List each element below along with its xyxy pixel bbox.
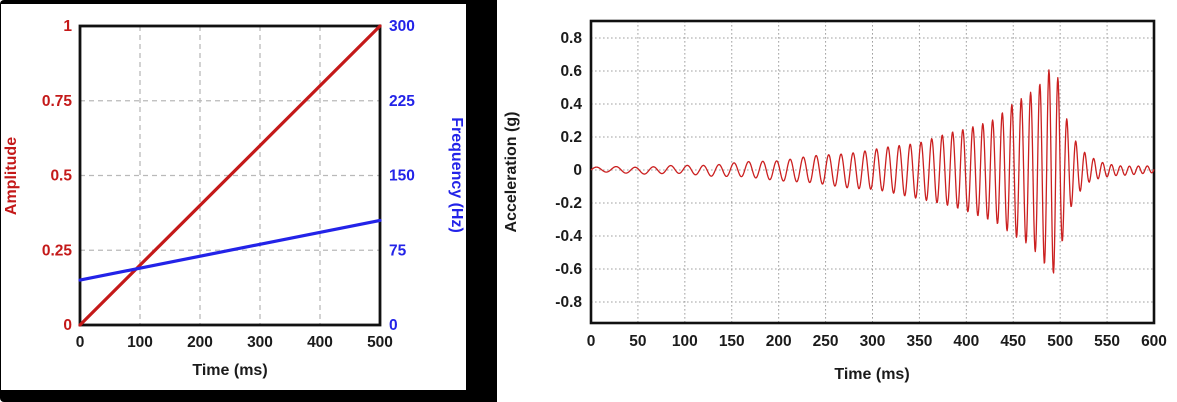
y-tick-label: 0 <box>573 162 582 179</box>
left-series <box>78 24 382 327</box>
x-tick-label: 400 <box>307 334 333 351</box>
right-chart-panel: 0 50 100 150 200 250 300 350 400 450 500 550 600 -0.8… <box>497 0 1177 402</box>
x-tick-label: 300 <box>860 333 886 350</box>
y-tick-label: -0.8 <box>555 294 582 311</box>
y-tick-label: 0.8 <box>560 30 582 47</box>
y-tick-label-amplitude: 0.5 <box>50 168 72 185</box>
amplitude-line <box>78 24 382 327</box>
y-tick-label-frequency: 0 <box>389 317 398 334</box>
right-y-axis-title: Acceleration (g) <box>503 112 520 233</box>
left-y-axis-title-amplitude: Amplitude <box>3 137 20 215</box>
x-tick-label: 0 <box>587 333 596 350</box>
x-tick-label: 300 <box>247 334 273 351</box>
y-tick-label-amplitude: 1 <box>63 18 72 35</box>
y-tick-label: -0.2 <box>555 195 582 212</box>
left-chart-frame: 0 100 200 300 400 500 0 0.25 0.5 0.75 1 0 75 150 225 30… <box>0 0 497 402</box>
left-plot-frame <box>78 24 382 327</box>
left-x-axis-title: Time (ms) <box>192 362 267 379</box>
left-grid <box>80 26 380 325</box>
frequency-line <box>78 218 382 282</box>
left-y-axis-title-frequency: Frequency (Hz) <box>448 117 465 233</box>
x-tick-label: 400 <box>953 333 979 350</box>
acceleration-waveform <box>590 69 1155 274</box>
x-tick-label: 50 <box>629 333 646 350</box>
x-tick-label: 0 <box>76 334 85 351</box>
y-tick-label: -0.4 <box>555 228 582 245</box>
x-tick-label: 500 <box>1047 333 1073 350</box>
y-tick-label-frequency: 300 <box>389 18 415 35</box>
right-x-axis-title: Time (ms) <box>834 366 909 383</box>
x-tick-label: 200 <box>187 334 213 351</box>
plot-frame <box>78 24 382 327</box>
x-tick-label: 200 <box>766 333 792 350</box>
amplitude-frequency-chart: 0 100 200 300 400 50000.250.50.75107515022530… <box>3 18 465 379</box>
x-tick-label: 600 <box>1141 333 1167 350</box>
x-tick-label: 100 <box>127 334 153 351</box>
x-tick-label: 550 <box>1094 333 1120 350</box>
y-tick-label-amplitude: 0.75 <box>42 93 73 110</box>
x-tick-label: 350 <box>906 333 932 350</box>
x-tick-label: 500 <box>367 334 393 351</box>
y-tick-label: 0.4 <box>560 96 582 113</box>
plot-frame <box>589 19 1156 325</box>
y-tick-label-amplitude: 0 <box>63 317 72 334</box>
y-tick-label-frequency: 75 <box>389 242 407 259</box>
left-tick-labels: 0 100 200 300 400 50000.250.50.75107515022530… <box>42 18 415 351</box>
y-tick-label-amplitude: 0.25 <box>42 242 73 259</box>
y-tick-label: -0.6 <box>555 261 582 278</box>
x-tick-label: 450 <box>1000 333 1026 350</box>
y-tick-label-frequency: 225 <box>389 93 415 110</box>
right-series <box>590 69 1155 274</box>
x-tick-label: 100 <box>672 333 698 350</box>
acceleration-chart: 0 50 100 150 200 250 300 350 400 450 500 550 600 -0.8… <box>503 19 1167 383</box>
left-chart-canvas: 0 100 200 300 400 500 0 0.25 0.5 0.75 1 0 75 150 225 30… <box>1 4 466 390</box>
x-tick-label: 150 <box>719 333 745 350</box>
y-tick-label: 0.6 <box>560 63 582 80</box>
y-tick-label: 0.2 <box>560 129 582 146</box>
right-plot-frame <box>589 19 1156 325</box>
x-tick-label: 250 <box>813 333 839 350</box>
right-tick-labels: 0 50 100 150 200 250 300 350 400 450 500 550 600 -0.8… <box>555 30 1167 350</box>
y-tick-label-frequency: 150 <box>389 168 415 185</box>
